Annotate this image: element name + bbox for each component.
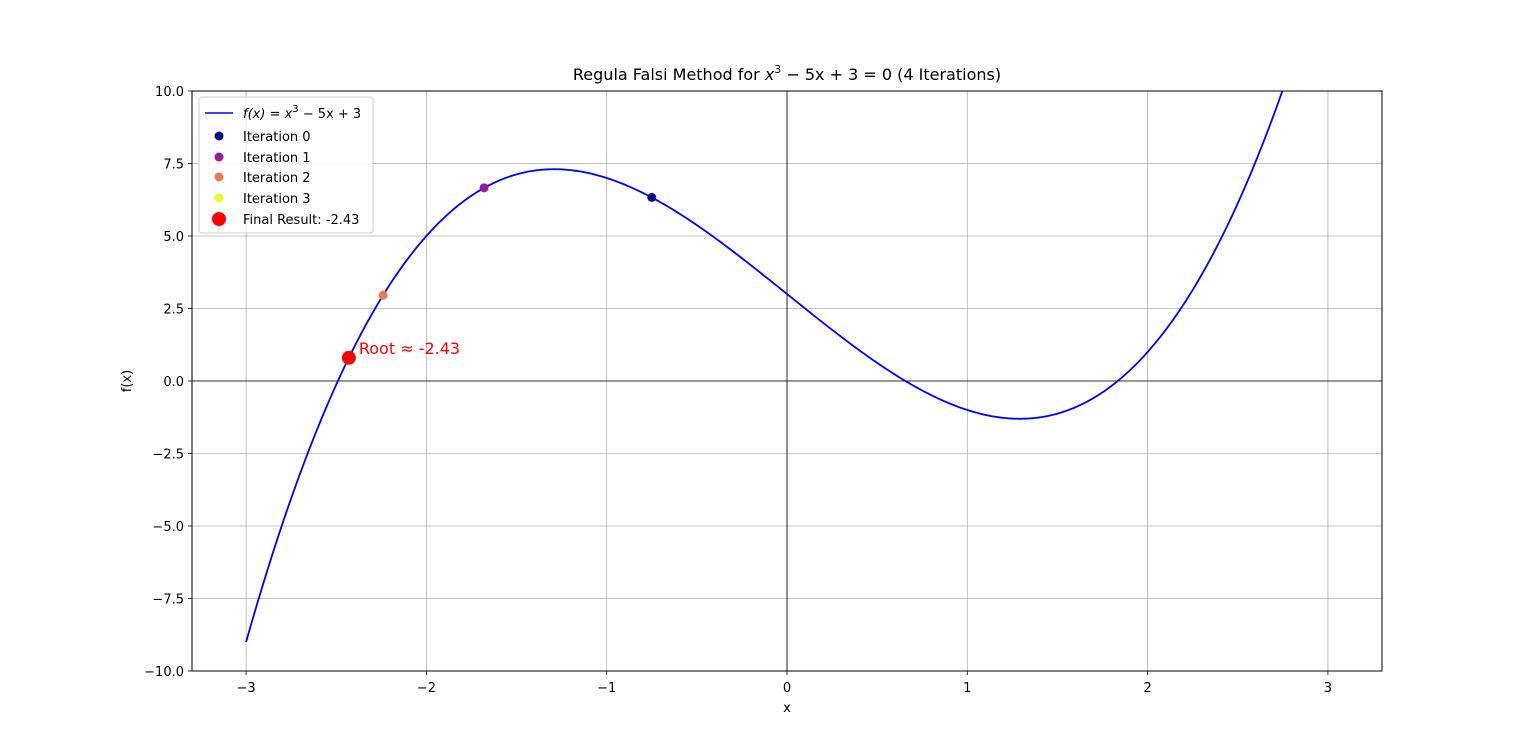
x-tick-label-1: −2 <box>417 681 436 696</box>
y-tick-label-3: −2.5 <box>152 448 184 463</box>
y-tick-label-6: 5.0 <box>163 230 184 245</box>
iteration-point-1 <box>479 183 489 193</box>
root-annotation: Root ≈ -2.43 <box>359 339 460 358</box>
legend-marker-iteration-3 <box>214 193 224 203</box>
legend-label-final-result: Final Result: -2.43 <box>243 213 359 228</box>
x-axis-label: x <box>783 701 791 716</box>
x-tick-label-2: −1 <box>597 681 616 696</box>
title-math-rest: − 5x + 3 = 0 <box>781 65 892 84</box>
legend-fn-rest: − 5x + 3 <box>299 107 362 122</box>
title-suffix: (4 Iterations) <box>892 65 1001 84</box>
iteration-point-2 <box>378 290 388 300</box>
function-curve <box>245 91 1284 643</box>
legend-label-iteration-1: Iteration 1 <box>243 151 311 166</box>
zero-lines <box>192 91 1382 671</box>
iteration-point-0 <box>647 192 657 202</box>
legend-fn-base: f(x) = x <box>243 107 293 122</box>
legend-label-iteration-0: Iteration 0 <box>243 130 311 145</box>
ticks: −3 −2 −1 0 1 2 3 −10.0 −7.5 −5.0 −2.5 0.0 2.5 5.0 7.5 1… <box>144 85 1332 696</box>
final-result-point <box>341 350 356 365</box>
y-axis-label: f(x) <box>120 370 135 392</box>
y-tick-label-4: 0.0 <box>163 375 184 390</box>
x-tick-label-4: 1 <box>963 681 971 696</box>
legend: f(x) = x3 − 5x + 3 Iteration 0 Iteration… <box>198 96 374 234</box>
function-curve-layer <box>245 91 1284 643</box>
x-tick-label-5: 2 <box>1143 681 1151 696</box>
iteration-points-layer <box>341 183 657 365</box>
x-tick-label-0: −3 <box>237 681 256 696</box>
y-tick-label-7: 7.5 <box>163 158 184 173</box>
y-tick-label-8: 10.0 <box>155 85 184 100</box>
y-tick-label-0: −10.0 <box>144 665 184 680</box>
legend-label-iteration-2: Iteration 2 <box>243 171 311 186</box>
legend-marker-iteration-0 <box>214 131 224 141</box>
y-tick-label-5: 2.5 <box>163 303 184 318</box>
y-tick-label-2: −5.0 <box>152 520 184 535</box>
title-prefix: Regula Falsi Method for <box>573 65 765 84</box>
legend-box <box>198 96 374 234</box>
title-math-sup: 3 <box>774 63 781 76</box>
x-tick-label-6: 3 <box>1324 681 1332 696</box>
legend-marker-iteration-2 <box>214 172 224 182</box>
legend-function-label: f(x) = x3 − 5x + 3 <box>243 104 361 122</box>
legend-label-iteration-3: Iteration 3 <box>243 192 311 207</box>
legend-marker-iteration-1 <box>214 152 224 162</box>
chart-title: Regula Falsi Method for x3 − 5x + 3 = 0 … <box>573 63 1001 84</box>
title-math-base: x <box>764 65 775 84</box>
legend-fn-sup: 3 <box>292 104 298 115</box>
x-tick-label-3: 0 <box>783 681 791 696</box>
legend-marker-final-result <box>212 212 226 226</box>
y-tick-label-1: −7.5 <box>152 593 184 608</box>
